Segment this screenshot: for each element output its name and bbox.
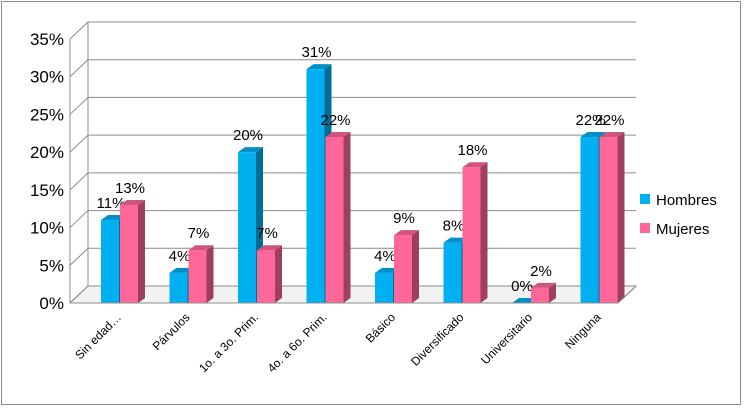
- bar-front-mujeres: [257, 250, 275, 303]
- y-tick-label: 15%: [30, 181, 64, 200]
- data-label: 7%: [188, 225, 210, 242]
- data-label: 31%: [301, 44, 331, 61]
- bar-front-hombres: [580, 137, 599, 303]
- bar-side-mujeres: [206, 245, 214, 303]
- bar-top-mujeres: [188, 245, 214, 251]
- bar-front-mujeres: [599, 137, 618, 303]
- bar-front-hombres: [375, 272, 393, 303]
- bar-top-hombres: [443, 237, 469, 243]
- data-label: 4%: [169, 248, 191, 265]
- y-tick-label: 30%: [30, 68, 64, 87]
- gridline-diagonal: [69, 21, 89, 40]
- y-tick-label: 20%: [30, 143, 64, 162]
- bar-front-mujeres: [188, 250, 207, 303]
- bar-top-hombres: [306, 64, 332, 70]
- legend-swatch-hombres: [640, 194, 650, 204]
- data-label: 9%: [393, 210, 415, 227]
- x-tick-label: Ninguna: [562, 310, 604, 352]
- bar-top-mujeres: [462, 162, 488, 168]
- bar-side-mujeres: [412, 230, 419, 303]
- x-tick-label: 4o. a 6o. Prim.: [265, 310, 330, 375]
- bar-front-mujeres: [462, 167, 481, 303]
- legend-label-mujeres: Mujeres: [656, 221, 709, 238]
- bar-top-mujeres: [257, 245, 282, 251]
- bar-side-mujeres: [275, 245, 282, 303]
- x-tick-label: Básico: [363, 310, 399, 346]
- bar-top-mujeres: [531, 282, 556, 288]
- data-label: 18%: [457, 142, 487, 159]
- bar-front-hombres: [238, 152, 256, 303]
- bar-front-hombres: [101, 220, 119, 303]
- gridline-diagonal: [69, 172, 89, 191]
- bar-top-hombres: [580, 132, 606, 138]
- y-tick-label: 10%: [30, 219, 64, 238]
- gridline-diagonal: [69, 247, 89, 266]
- bar-top-hombres: [238, 147, 263, 153]
- data-label: 7%: [256, 225, 278, 242]
- gridline-diagonal: [69, 97, 89, 115]
- bar-front-mujeres: [120, 204, 138, 303]
- data-label: 22%: [320, 112, 350, 129]
- bar-side-mujeres: [138, 199, 145, 303]
- bar-top-hombres: [101, 215, 126, 221]
- gridline-diagonal: [69, 285, 89, 304]
- data-label: 4%: [374, 248, 396, 265]
- legend-label-hombres: Hombres: [656, 192, 717, 209]
- y-tick-label: 25%: [30, 105, 64, 124]
- bar-top-mujeres: [599, 132, 625, 138]
- y-tick-label: 5%: [39, 256, 64, 275]
- legend-swatch-mujeres: [640, 223, 650, 233]
- x-tick-label: Diversificado: [408, 310, 467, 369]
- data-label: 2%: [530, 263, 552, 280]
- bar-top-mujeres: [120, 199, 145, 205]
- bar-front-mujeres: [531, 287, 549, 303]
- gridline-diagonal: [69, 134, 89, 153]
- bar-top-hombres: [375, 267, 400, 273]
- data-label: 22%: [575, 112, 605, 129]
- bar-front-mujeres: [394, 235, 412, 303]
- x-tick-label: Sin edad…: [72, 310, 124, 362]
- bar-top-hombres: [169, 267, 195, 273]
- bar-side-mujeres: [343, 132, 351, 303]
- data-label: 11%: [97, 195, 126, 212]
- bar-top-hombres: [512, 298, 537, 303]
- x-tick-label: 1o. a 3o. Prim.: [196, 310, 261, 375]
- bar-side-mujeres: [480, 162, 488, 303]
- y-tick-label: 35%: [30, 30, 64, 49]
- bar-front-hombres: [306, 69, 325, 304]
- gridline-diagonal: [69, 210, 89, 228]
- y-tick-label: 0%: [39, 294, 64, 313]
- data-label: 0%: [511, 278, 533, 295]
- data-label: 8%: [443, 218, 465, 235]
- bar-top-mujeres: [394, 230, 419, 236]
- data-label: 13%: [115, 180, 145, 197]
- bar-front-hombres: [169, 272, 188, 303]
- gridline-diagonal: [69, 59, 89, 78]
- x-tick-label: Párvulos: [150, 310, 193, 353]
- bar-front-hombres: [443, 242, 462, 303]
- bar-side-mujeres: [617, 132, 625, 303]
- bar-side-mujeres: [549, 282, 556, 303]
- x-tick-label: Universitario: [478, 310, 535, 367]
- bar-front-mujeres: [325, 137, 344, 303]
- data-label: 20%: [233, 127, 263, 144]
- bar-top-mujeres: [325, 132, 351, 138]
- floor-edge: [617, 285, 637, 304]
- data-label: 22%: [594, 112, 624, 129]
